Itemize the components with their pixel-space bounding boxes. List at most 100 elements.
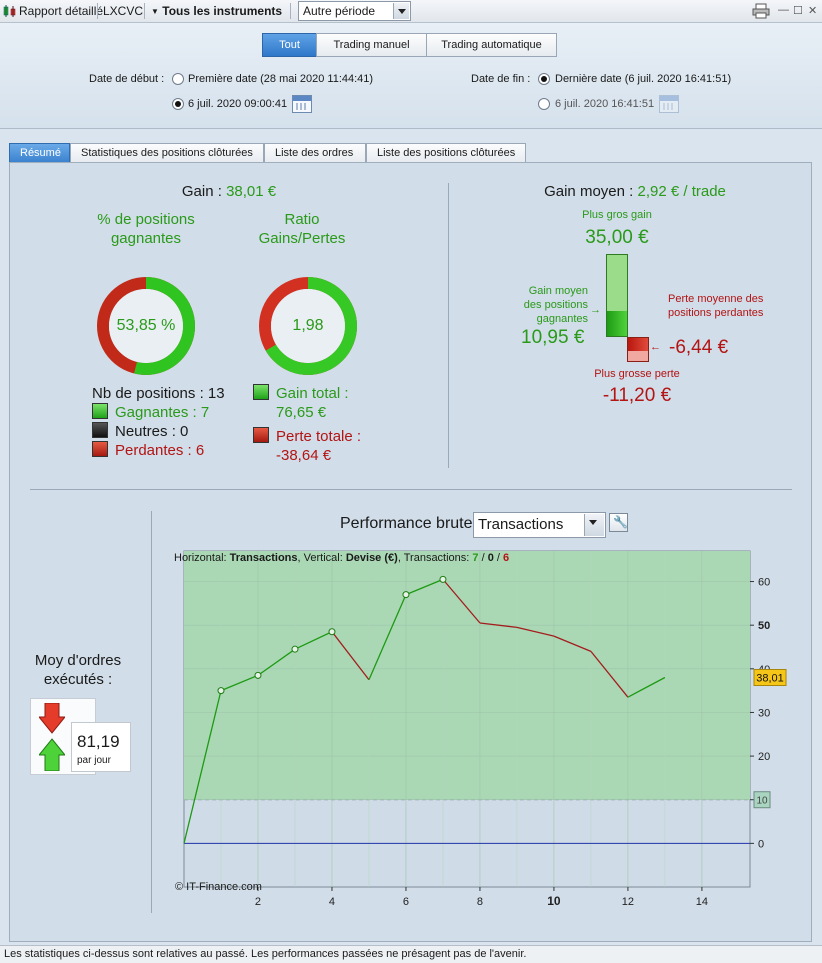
y-tick-label: 0 xyxy=(758,838,764,850)
series-segment xyxy=(220,674,259,692)
period-select[interactable]: Autre période xyxy=(298,1,411,21)
data-point xyxy=(439,575,447,583)
y-tick-label: 20 xyxy=(758,751,770,763)
start-first-radio[interactable] xyxy=(172,73,184,85)
neutral-count: Neutres : 0 xyxy=(115,423,189,440)
series-segment xyxy=(553,635,592,652)
instruments-dropdown[interactable]: ▼ Tous les instruments xyxy=(151,3,282,21)
tab-auto-trading[interactable]: Trading automatique xyxy=(426,33,557,57)
orders-value-box: 81,19 par jour xyxy=(71,722,131,772)
data-point xyxy=(254,671,262,679)
data-point xyxy=(402,591,410,599)
win-pct-donut xyxy=(97,277,195,375)
avg-loss-bar xyxy=(628,338,648,351)
biggest-loss-value: -11,20 € xyxy=(602,385,672,406)
info-neutral: 0 xyxy=(487,552,494,564)
tab-all[interactable]: Tout xyxy=(262,33,317,57)
avg-win-label: Gain moyen des positions gagnantes xyxy=(523,285,588,325)
biggest-gain-label: Plus gros gain xyxy=(582,209,652,221)
caret-down-icon: ▼ xyxy=(151,7,159,16)
printer-icon[interactable] xyxy=(752,3,770,23)
report-button[interactable]: Rapport détaillé xyxy=(19,4,104,18)
start-custom-radio[interactable] xyxy=(172,98,184,110)
arrow-right-icon: → xyxy=(590,304,601,316)
summary-divider xyxy=(448,183,449,468)
x-tick-label: 6 xyxy=(403,896,409,908)
section-divider xyxy=(30,489,792,490)
losers-count: Perdantes : 6 xyxy=(115,442,205,459)
ratio-donut xyxy=(259,277,357,375)
chevron-down-icon xyxy=(584,514,604,536)
orders-label: Moy d'ordres exécutés : xyxy=(34,652,122,688)
data-point xyxy=(217,687,225,695)
profit-zone xyxy=(184,551,750,800)
avg-win-value: 10,95 € xyxy=(521,327,585,348)
threshold-label: 10 xyxy=(756,796,768,807)
chevron-down-icon xyxy=(393,3,409,19)
tab-closed-positions[interactable]: Liste des positions clôturées xyxy=(366,143,526,162)
tab-orders[interactable]: Liste des ordres xyxy=(264,143,366,162)
info-v-value: Devise (€) xyxy=(345,552,398,564)
series-segment xyxy=(479,622,518,629)
info-t-label: Transactions: xyxy=(403,552,470,564)
y-tick-label: 30 xyxy=(758,707,770,719)
end-last-radio[interactable] xyxy=(538,73,550,85)
x-tick-label: 10 xyxy=(547,894,561,908)
loss-total-label: Perte totale : xyxy=(276,428,362,445)
wrench-icon: 🔧 xyxy=(613,515,628,529)
neutral-swatch xyxy=(92,422,108,438)
maximize-icon[interactable]: ☐ xyxy=(793,5,803,17)
biggest-loss-label: Plus grosse perte xyxy=(594,368,680,380)
series-segment xyxy=(294,631,333,650)
info-h-value: Transactions xyxy=(229,552,298,564)
close-icon[interactable]: ✕ xyxy=(808,5,818,17)
data-point xyxy=(328,628,336,636)
settings-button[interactable]: 🔧 xyxy=(609,513,628,532)
avg-gain-line: Gain moyen : 2,92 € / trade xyxy=(460,183,810,200)
start-calendar-icon[interactable] xyxy=(292,95,312,113)
chart-copyright: © IT-Finance.com xyxy=(175,881,262,893)
winners-swatch xyxy=(92,403,108,419)
series-segment xyxy=(331,631,370,681)
end-custom-radio[interactable] xyxy=(538,98,550,110)
data-point xyxy=(291,645,299,653)
order-arrows-icon xyxy=(39,703,65,771)
end-custom-date[interactable]: 6 juil. 2020 16:41:51 xyxy=(555,98,655,110)
minimize-icon[interactable]: — xyxy=(778,4,789,16)
tab-manual-trading[interactable]: Trading manuel xyxy=(316,33,427,57)
info-winners: 7 xyxy=(472,552,479,564)
win-pct-value: 53,85 % xyxy=(116,317,176,334)
gain-line: Gain : 38,01 € xyxy=(10,183,448,200)
tab-closed-stats[interactable]: Statistiques des positions clôturées xyxy=(70,143,264,162)
info-v-label: Vertical: xyxy=(303,552,343,564)
end-calendar-icon xyxy=(659,95,679,113)
start-custom-date[interactable]: 6 juil. 2020 09:00:41 xyxy=(188,98,288,110)
gain-total-label: Gain total : xyxy=(276,385,349,402)
series-segment xyxy=(590,650,629,698)
win-pct-title: % de positions gagnantes xyxy=(97,211,195,247)
y-tick-label: 50 xyxy=(758,620,770,632)
ratio-value: 1,98 xyxy=(292,317,324,334)
period-value: Autre période xyxy=(303,4,376,18)
tab-summary[interactable]: Résumé xyxy=(9,143,70,162)
winners-count: Gagnantes : 7 xyxy=(115,404,210,421)
instruments-label: Tous les instruments xyxy=(162,4,283,18)
x-tick-label: 8 xyxy=(477,896,483,908)
gain-total-swatch xyxy=(253,384,269,400)
gain-value: 38,01 € xyxy=(226,183,277,200)
info-losers: 6 xyxy=(503,552,510,564)
candlestick-icon xyxy=(2,4,18,22)
x-tick-label: 2 xyxy=(255,896,261,908)
series-segment xyxy=(405,578,444,596)
start-first-label: Première date (28 mai 2020 11:44:41) xyxy=(188,73,374,85)
avg-loss-value: -6,44 € xyxy=(669,337,729,358)
biggest-gain-value: 35,00 € xyxy=(585,227,649,248)
orders-unit: par jour xyxy=(77,755,111,766)
performance-mode-select[interactable]: Transactions xyxy=(473,512,606,538)
arrow-left-icon: ← xyxy=(650,341,661,353)
series-segment xyxy=(442,578,481,624)
account-button[interactable]: LXCVC xyxy=(103,4,144,18)
threshold-badge xyxy=(753,791,771,809)
losers-swatch xyxy=(92,441,108,457)
